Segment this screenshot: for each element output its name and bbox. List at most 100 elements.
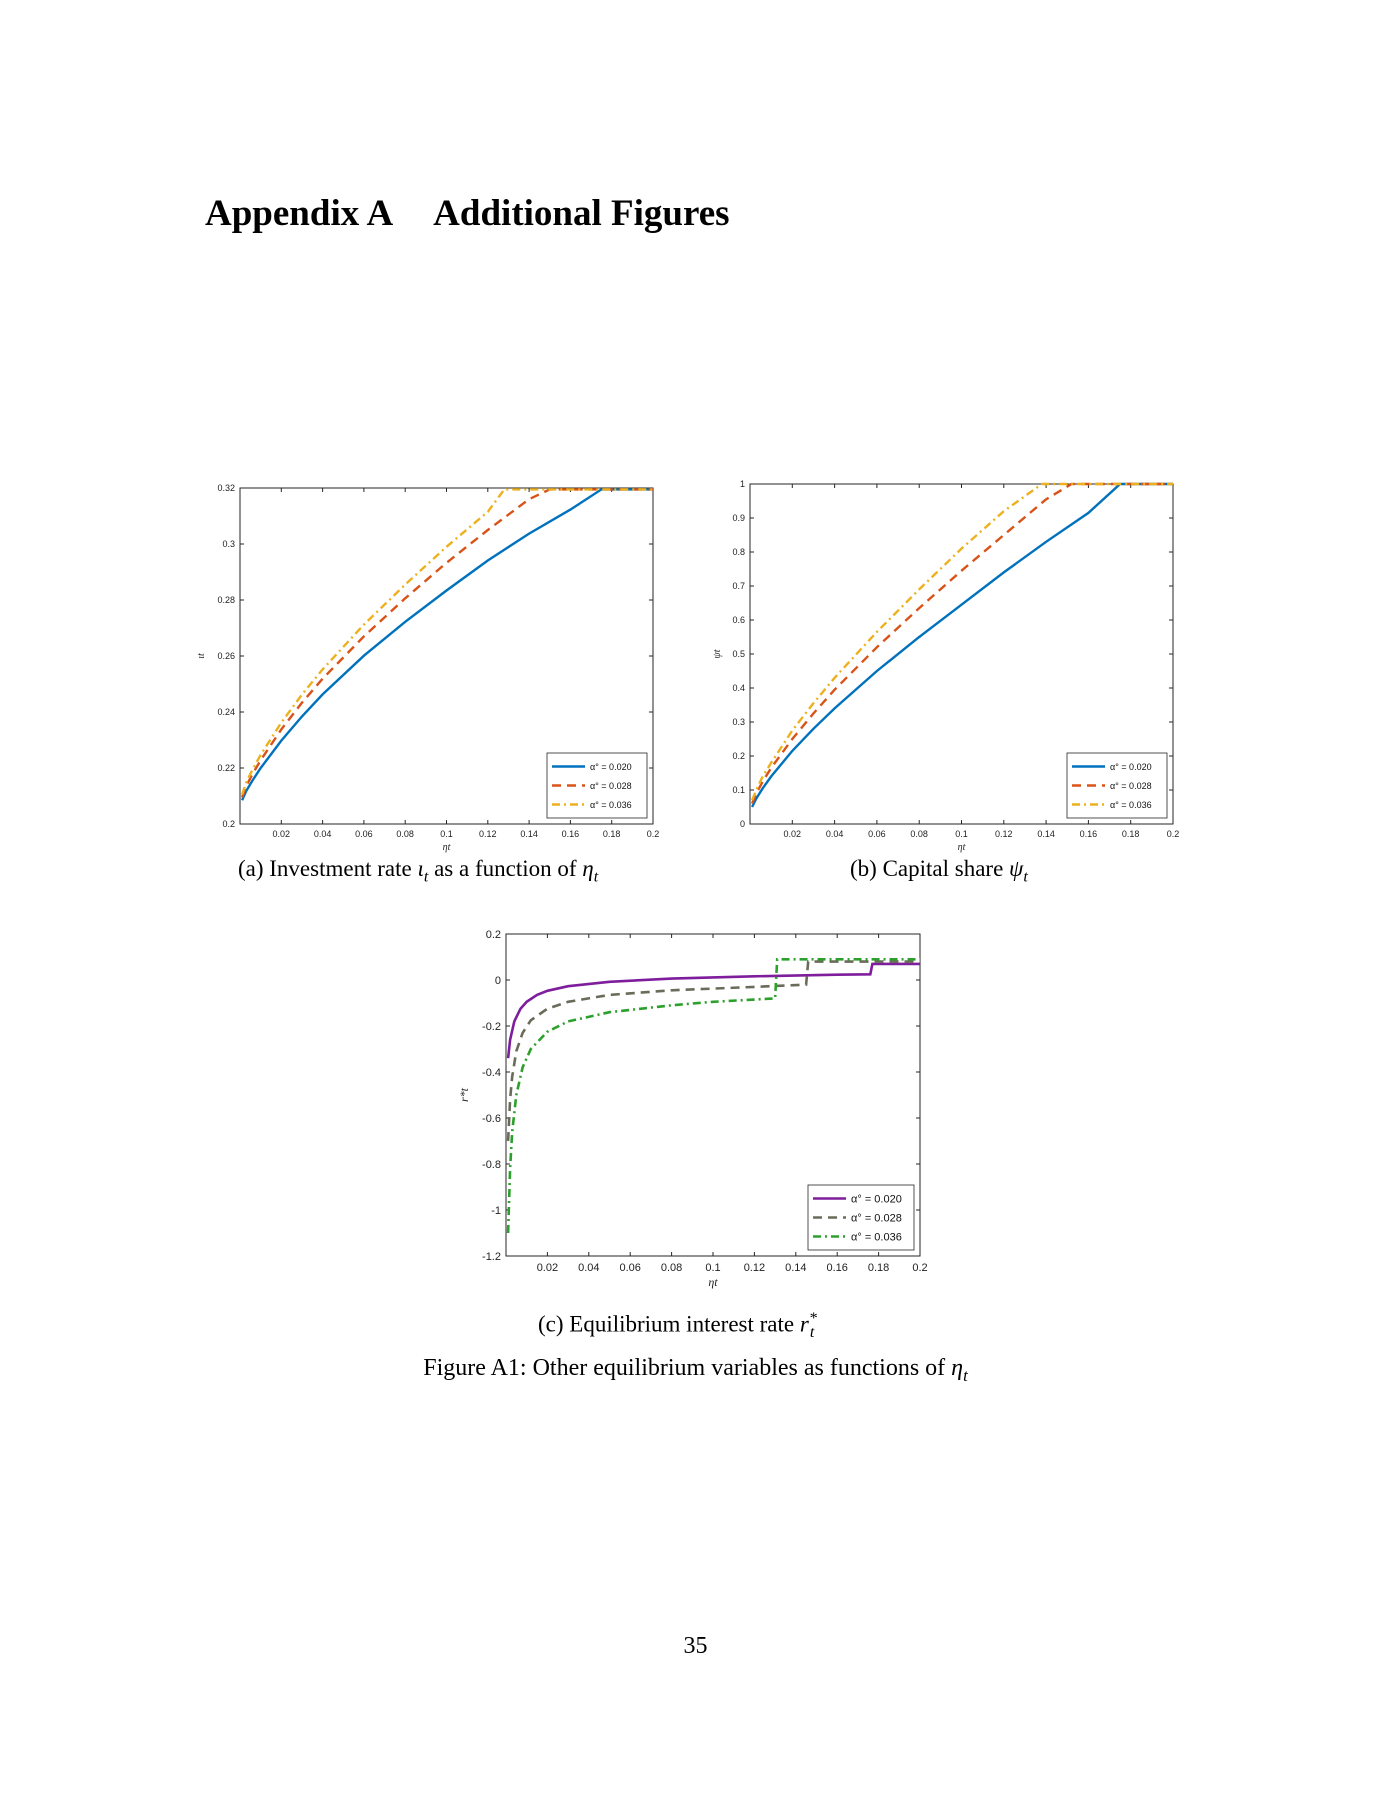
x-tick-label: 0.04: [578, 1262, 599, 1274]
subcaption-c-sub: t: [809, 1324, 815, 1342]
series-line-2: [240, 488, 653, 798]
figure-caption: Figure A1: Other equilibrium variables a…: [0, 1355, 1391, 1386]
legend-box: [807, 1184, 915, 1251]
y-axis-label: ιt: [196, 653, 207, 659]
y-tick-label: 0.7: [732, 581, 745, 591]
chart-investment-rate: 0.02 0.04 0.06 0.08 0.1 0.12 0.14 0.16 0.18 0.2 0.…: [195, 470, 675, 853]
x-tick-label: 0.1: [440, 829, 453, 839]
series-line-3: [506, 957, 920, 1234]
x-axis-label: ηt: [443, 842, 451, 853]
page-number: 35: [683, 1633, 708, 1659]
x-tick-label: 0.18: [603, 829, 621, 839]
subcaption-a-symbol2: η: [582, 856, 594, 881]
legend-label: α° = 0.028: [1110, 781, 1152, 791]
series-line-1: [506, 962, 920, 1059]
y-tick-label: -0.2: [482, 1021, 501, 1033]
y-tick-label: 0.32: [217, 483, 235, 493]
subcaption-a-prefix: (a) Investment rate: [238, 856, 412, 881]
x-tick-label: 0.2: [1167, 829, 1180, 839]
series-line-3: [750, 482, 1173, 801]
x-axis-label: ηt: [958, 842, 966, 853]
legend-box: [546, 752, 648, 819]
y-axis-label: ψt: [712, 649, 723, 658]
x-tick-label: 0.12: [479, 829, 497, 839]
y-tick-label: 0.3: [732, 717, 745, 727]
x-tick-label: 0.04: [826, 829, 844, 839]
figure-caption-symbol: η: [951, 1355, 964, 1381]
figure-caption-text: Other equilibrium variables as functions…: [532, 1355, 946, 1381]
x-tick-label: 0.1: [705, 1262, 720, 1274]
subcaption-c-sup: *: [808, 1310, 817, 1327]
x-tick-label: 0.06: [619, 1262, 640, 1274]
subcaption-a-sub2: t: [593, 868, 599, 886]
legend-label: α° = 0.036: [1110, 800, 1152, 810]
subcaption-b-sub: t: [1023, 868, 1028, 886]
chart-interest-rate-svg: 0.02 0.04 0.06 0.08 0.1 0.12 0.14 0.16 0.18 0.2 -1…: [457, 929, 928, 1289]
x-tick-label: 0.04: [314, 829, 332, 839]
chart-interest-rate: 0.02 0.04 0.06 0.08 0.1 0.12 0.14 0.16 0.18 0.2 -1…: [450, 920, 940, 1300]
subcaption-c-prefix: (c) Equilibrium interest rate: [538, 1311, 795, 1337]
series-line-2: [506, 960, 920, 1142]
y-tick-label: -0.8: [482, 1159, 501, 1171]
subcaption-c-symbol: r: [799, 1311, 809, 1337]
subcaption-b-prefix: (b) Capital share: [850, 856, 1004, 881]
y-tick-label: 0.3: [222, 539, 235, 549]
subcaption-b: (b) Capital share ψt: [850, 856, 1028, 887]
y-axis-label: r*t: [457, 1087, 471, 1102]
x-tick-label: 0.14: [520, 829, 538, 839]
y-tick-label: 0.8: [732, 547, 745, 557]
x-tick-label: 0.18: [868, 1262, 889, 1274]
x-tick-label: 0.12: [995, 829, 1013, 839]
x-tick-label: 0.06: [355, 829, 373, 839]
chart-investment-rate-svg: 0.02 0.04 0.06 0.08 0.1 0.12 0.14 0.16 0.18 0.2 0.…: [196, 483, 659, 853]
x-tick-label: 0.02: [537, 1262, 558, 1274]
y-tick-label: -0.4: [482, 1067, 501, 1079]
legend-label: α° = 0.020: [851, 1194, 902, 1206]
subcaption-c: (c) Equilibrium interest rate r*t: [538, 1310, 817, 1342]
appendix-heading: Appendix A Additional Figures: [205, 192, 730, 235]
subcaption-a-mid: as a function of: [434, 856, 577, 881]
x-tick-label: 0.14: [1037, 829, 1055, 839]
subcaption-b-symbol: ψ: [1009, 856, 1024, 881]
figure-caption-label: Figure A1:: [423, 1355, 527, 1381]
y-tick-label: -0.6: [482, 1113, 501, 1125]
y-tick-label: 0.2: [222, 819, 235, 829]
y-tick-label: 0.26: [217, 651, 235, 661]
x-axis-label: ηt: [708, 1275, 718, 1289]
y-tick-label: -1.2: [482, 1251, 501, 1263]
legend-label: α° = 0.020: [1110, 762, 1152, 772]
subcaption-a: (a) Investment rate ιt as a function of …: [238, 856, 598, 887]
y-tick-label: 0.1: [732, 785, 745, 795]
chart-capital-share: 0.02 0.04 0.06 0.08 0.1 0.12 0.14 0.16 0.18 0.2 0 0…: [700, 470, 1190, 853]
series-line-3: [240, 488, 653, 795]
y-tick-label: 0.24: [217, 707, 235, 717]
x-tick-label: 0.16: [562, 829, 580, 839]
y-tick-label: 0.28: [217, 595, 235, 605]
x-tick-label: 0.14: [785, 1262, 806, 1274]
legend-box: [1066, 752, 1168, 819]
appendix-title: Additional Figures: [433, 193, 730, 234]
y-tick-label: 0.2: [732, 751, 745, 761]
y-tick-label: 0: [740, 819, 745, 829]
y-tick-label: 0.2: [486, 929, 501, 941]
x-tick-label: 0.06: [868, 829, 886, 839]
x-tick-label: 0.08: [910, 829, 928, 839]
legend-label: α° = 0.020: [590, 762, 632, 772]
y-tick-label: 0: [495, 975, 501, 987]
series-line-2: [750, 482, 1173, 805]
series-line-1: [241, 488, 653, 801]
x-tick-label: 0.16: [826, 1262, 847, 1274]
x-tick-label: 0.2: [912, 1262, 927, 1274]
x-tick-label: 0.02: [273, 829, 291, 839]
subcaption-a-sub: t: [423, 868, 429, 886]
y-tick-label: -1: [491, 1205, 501, 1217]
legend-label: α° = 0.028: [590, 781, 632, 791]
x-tick-label: 0.1: [955, 829, 968, 839]
x-tick-label: 0.08: [396, 829, 414, 839]
x-tick-label: 0.02: [784, 829, 802, 839]
y-tick-label: 0.9: [732, 513, 745, 523]
y-tick-label: 0.5: [732, 649, 745, 659]
legend-label: α° = 0.036: [851, 1232, 902, 1244]
legend-label: α° = 0.028: [851, 1213, 902, 1225]
